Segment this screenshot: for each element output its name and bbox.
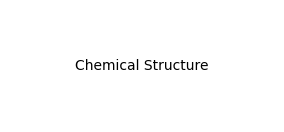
Text: Chemical Structure: Chemical Structure — [75, 59, 209, 73]
